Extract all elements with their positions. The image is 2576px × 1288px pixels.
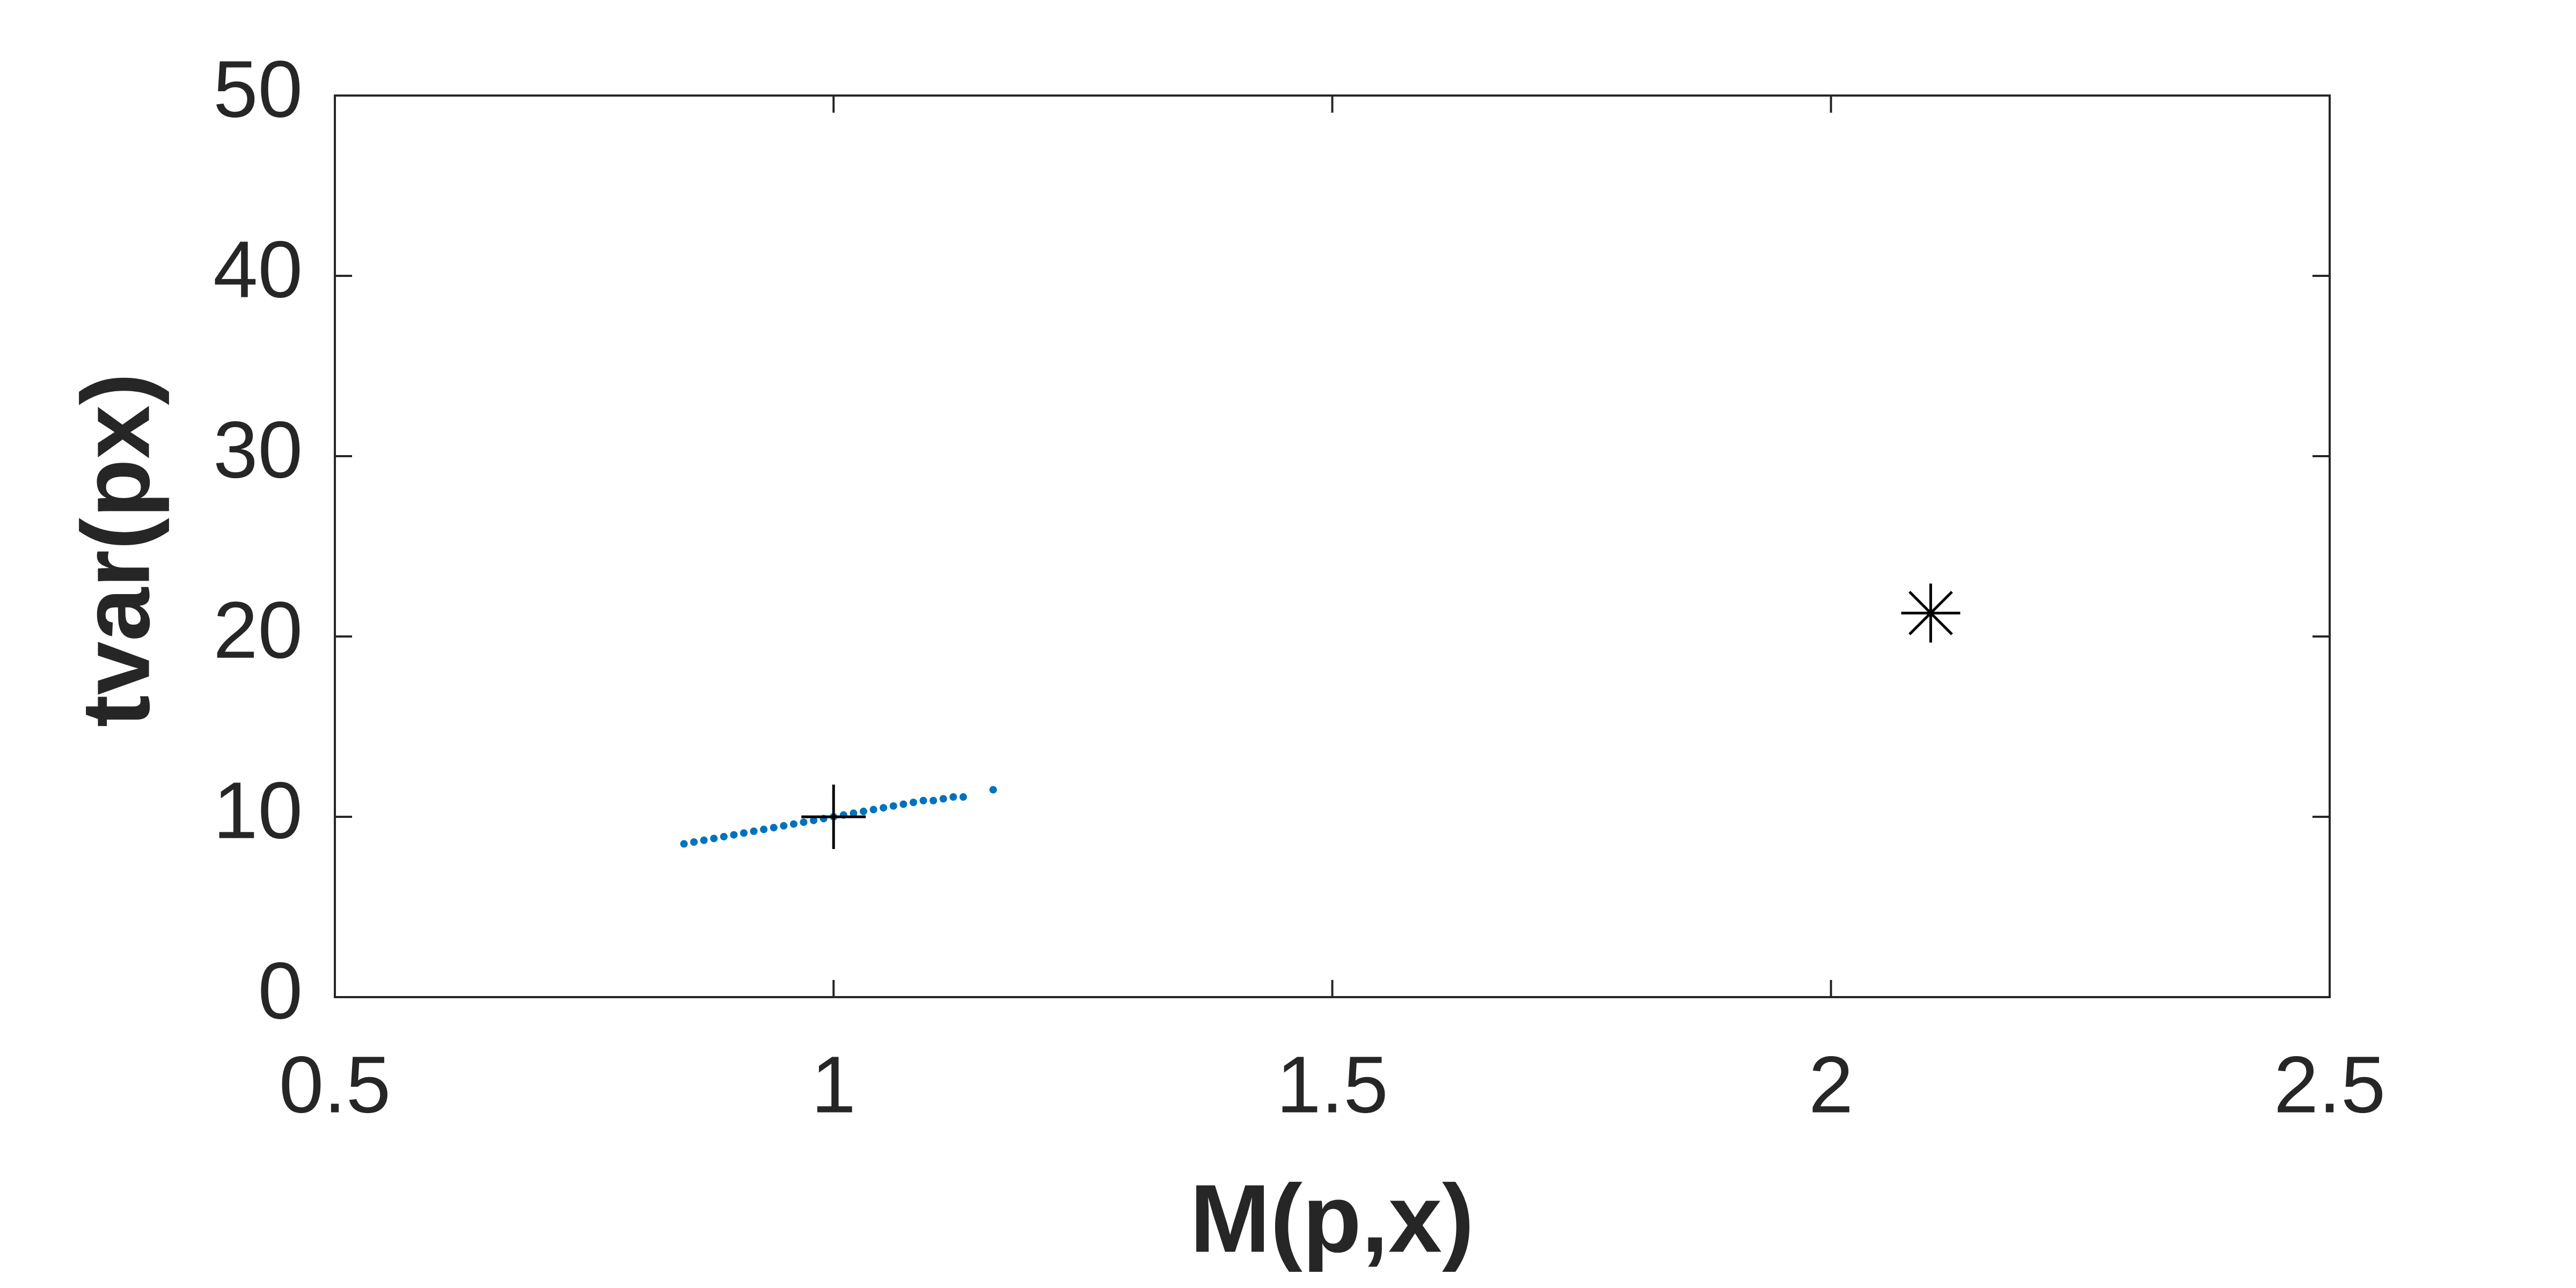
point [789, 820, 797, 828]
point [869, 806, 877, 814]
point [740, 829, 748, 837]
y-tick-label: 10 [213, 765, 303, 855]
x-tick-label: 2.5 [2274, 1040, 2386, 1130]
y-tick-label: 20 [213, 585, 303, 675]
point [800, 818, 808, 826]
point [919, 796, 927, 804]
point [750, 827, 758, 835]
point [989, 786, 997, 794]
point [949, 793, 957, 801]
point [760, 825, 768, 833]
point [700, 836, 708, 844]
plot-frame [334, 94, 2331, 998]
point [909, 799, 917, 807]
point [939, 795, 947, 803]
y-tick-label: 30 [213, 405, 303, 495]
y-tick-label: 40 [213, 224, 303, 314]
point [889, 802, 897, 810]
plus-marker [801, 785, 866, 849]
point [810, 816, 818, 824]
y-tick-label: 0 [258, 946, 303, 1036]
point [780, 822, 788, 830]
point [690, 838, 698, 846]
point [959, 793, 967, 801]
x-tick-label: 0.5 [279, 1040, 391, 1130]
point [720, 832, 728, 840]
x-tick-label: 1.5 [1276, 1040, 1388, 1130]
point [930, 796, 938, 804]
x-axis-label: M(p,x) [1190, 1165, 1474, 1273]
x-tick-label: 2 [1809, 1040, 1853, 1130]
point [899, 800, 908, 808]
point [850, 809, 858, 817]
point [710, 835, 718, 843]
point [680, 840, 688, 848]
point [770, 824, 778, 832]
y-tick-label: 50 [213, 44, 303, 134]
point [730, 831, 738, 839]
point [880, 804, 888, 812]
asterisk-marker [1901, 583, 1960, 643]
y-axis-label: tvar(px) [62, 373, 170, 727]
point [860, 807, 868, 815]
x-tick-label: 1 [811, 1040, 856, 1130]
